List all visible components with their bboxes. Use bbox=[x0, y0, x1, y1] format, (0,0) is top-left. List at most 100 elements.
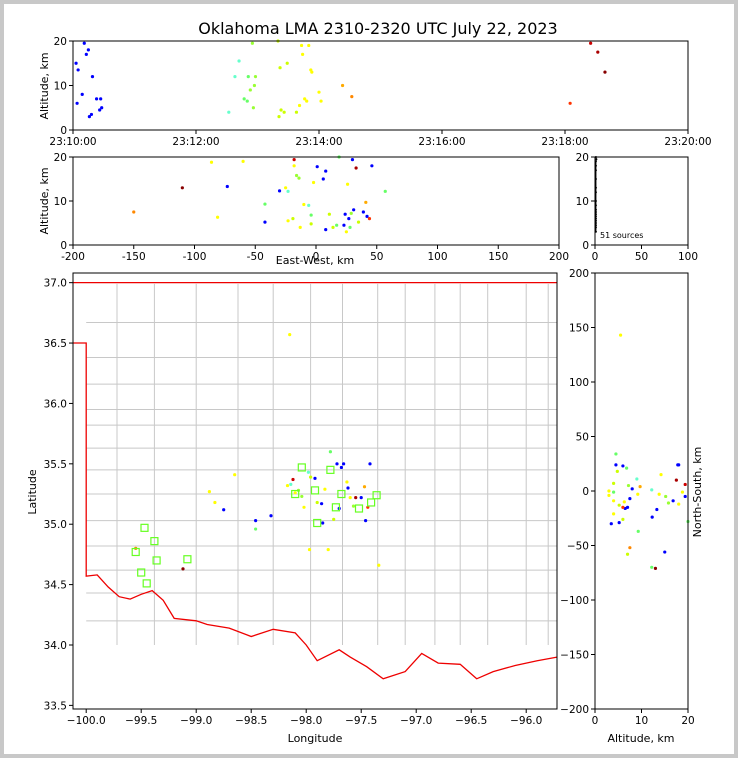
lightning-source-point bbox=[246, 75, 250, 79]
lightning-source-point bbox=[377, 563, 381, 567]
lightning-source-point bbox=[209, 160, 214, 164]
plan-view-xlabel: Longitude bbox=[288, 732, 343, 745]
lightning-source-point bbox=[339, 465, 343, 470]
ew-altitude-ylabel: Altitude, km bbox=[38, 167, 51, 234]
lightning-source-point bbox=[207, 490, 211, 494]
y-tick-label: 10 bbox=[54, 196, 67, 208]
lightning-source-point bbox=[612, 499, 616, 503]
lightning-source-point bbox=[315, 165, 319, 169]
lightning-source-point bbox=[254, 518, 258, 523]
station-marker bbox=[152, 556, 161, 565]
lightning-source-point bbox=[320, 502, 324, 506]
lightning-source-point bbox=[650, 565, 654, 569]
lightning-source-point bbox=[365, 214, 369, 218]
lightning-source-point bbox=[324, 228, 328, 232]
lightning-source-point bbox=[305, 99, 309, 103]
lightning-source-point bbox=[368, 462, 372, 466]
lightning-source-point bbox=[359, 496, 363, 500]
lightning-source-point bbox=[321, 177, 325, 181]
x-tick-label: −97.0 bbox=[400, 715, 432, 727]
lightning-source-point bbox=[607, 489, 611, 493]
station-marker bbox=[140, 523, 149, 532]
lightning-source-point bbox=[326, 547, 330, 552]
x-tick-label: 23:20:00 bbox=[664, 136, 711, 148]
station-marker bbox=[354, 504, 364, 513]
station-marker bbox=[137, 568, 146, 577]
x-tick-label: −98.5 bbox=[235, 715, 267, 727]
lightning-source-point bbox=[294, 173, 299, 178]
x-tick-label: −100.0 bbox=[67, 715, 106, 727]
lightning-source-point bbox=[289, 482, 293, 486]
station-marker bbox=[326, 465, 335, 474]
lightning-source-point bbox=[222, 508, 226, 512]
station-marker bbox=[291, 489, 300, 499]
lightning-source-point bbox=[86, 48, 90, 52]
ew-altitude-axes-frame bbox=[72, 156, 560, 246]
y-tick-label: 100 bbox=[569, 377, 589, 389]
lightning-source-point bbox=[294, 110, 299, 114]
x-tick-label: −97.5 bbox=[345, 715, 377, 727]
lightning-source-point bbox=[666, 501, 671, 505]
lightning-source-point bbox=[297, 176, 301, 180]
altitude-ns-ylabel: North-South, km bbox=[691, 447, 704, 538]
station-marker bbox=[337, 489, 346, 499]
lightning-source-point bbox=[347, 217, 351, 221]
x-tick-label: 23:18:00 bbox=[541, 136, 588, 148]
y-tick-label: 20 bbox=[54, 36, 67, 48]
y-tick-label: 36.0 bbox=[44, 398, 67, 410]
lightning-source-point bbox=[237, 59, 241, 63]
y-tick-label: 35.5 bbox=[44, 459, 67, 471]
lightning-source-point bbox=[292, 158, 296, 162]
ew-altitude-ticks: -200 -150 -100 -50 0 50 100 150 200 0 10 20 bbox=[54, 152, 569, 263]
lightning-source-point bbox=[94, 97, 99, 101]
plan-view-points bbox=[134, 332, 381, 571]
lma-stations bbox=[131, 463, 381, 588]
lightning-source-point bbox=[348, 225, 352, 229]
oklahoma-county-map bbox=[73, 282, 558, 680]
lightning-source-point bbox=[655, 507, 659, 512]
lightning-source-point bbox=[657, 492, 661, 496]
x-tick-label: 100 bbox=[678, 251, 698, 263]
x-tick-label: -200 bbox=[61, 251, 85, 263]
lightning-source-point bbox=[279, 108, 283, 112]
x-tick-label: 0 bbox=[313, 251, 320, 263]
lightning-source-point bbox=[340, 83, 345, 88]
x-tick-label: 150 bbox=[488, 251, 508, 263]
lightning-source-point bbox=[621, 517, 625, 521]
lightning-source-point bbox=[621, 505, 625, 509]
x-tick-label: 50 bbox=[370, 251, 383, 263]
station-marker bbox=[150, 537, 159, 546]
lightning-source-point bbox=[90, 75, 95, 79]
y-tick-label: −150 bbox=[560, 650, 589, 662]
figure-title: Oklahoma LMA 2310-2320 UTC July 22, 2023 bbox=[198, 19, 557, 38]
y-tick-label: 33.5 bbox=[44, 700, 67, 712]
y-tick-label: 0 bbox=[60, 240, 67, 252]
lightning-source-point bbox=[306, 470, 310, 474]
lightning-source-point bbox=[285, 483, 290, 488]
lightning-source-point bbox=[100, 106, 104, 110]
station-marker bbox=[297, 463, 306, 472]
station-marker bbox=[372, 491, 381, 500]
x-tick-label: 100 bbox=[427, 251, 447, 263]
lightning-source-point bbox=[674, 478, 678, 482]
ew-altitude-points bbox=[132, 155, 387, 234]
lightning-source-point bbox=[354, 496, 358, 500]
y-tick-label: 10 bbox=[54, 81, 67, 93]
figure-frame: Oklahoma LMA 2310-2320 UTC July 22, 2023… bbox=[4, 4, 734, 754]
lightning-source-point bbox=[335, 223, 339, 227]
plan-view-panel: −100.0 −99.5 −99.0 −98.5 −98.0 −97.5 −97.0 −96.… bbox=[26, 272, 558, 745]
lightning-source-point bbox=[313, 476, 317, 480]
lightning-source-point bbox=[683, 494, 687, 499]
y-tick-label: 0 bbox=[582, 240, 589, 252]
lightning-source-point bbox=[297, 103, 302, 108]
x-tick-label: 0 bbox=[592, 251, 599, 263]
y-tick-label: 0 bbox=[582, 486, 589, 498]
altitude-histogram-axes-frame bbox=[594, 156, 689, 246]
plan-view-ylabel: Latitude bbox=[26, 469, 39, 515]
lightning-source-point bbox=[284, 186, 288, 190]
ew-altitude-xlabel: East-West, km bbox=[276, 254, 354, 267]
lightning-source-point bbox=[354, 166, 358, 170]
lightning-source-point bbox=[213, 500, 217, 505]
lightning-source-point bbox=[664, 494, 668, 499]
lightning-source-point bbox=[277, 115, 281, 119]
